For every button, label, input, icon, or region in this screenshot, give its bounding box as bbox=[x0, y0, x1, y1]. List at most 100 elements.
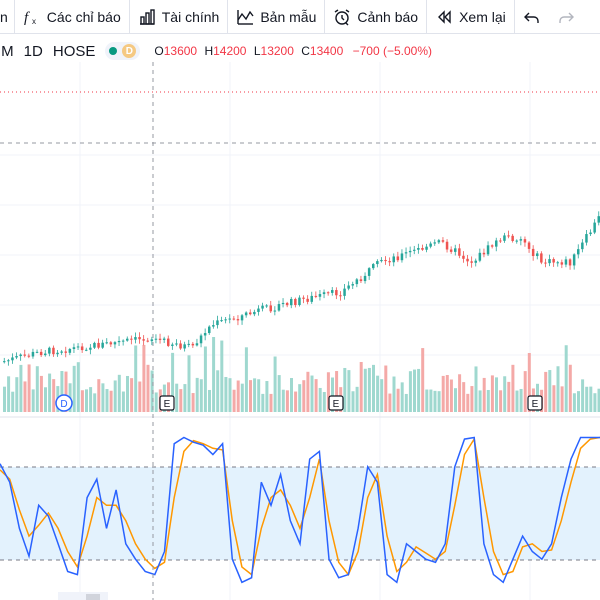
volume-bar bbox=[589, 386, 593, 412]
candle-body bbox=[470, 261, 473, 263]
candle-body bbox=[7, 360, 10, 362]
candle-body bbox=[236, 319, 240, 321]
candle-body bbox=[548, 259, 551, 264]
candle-body bbox=[376, 261, 379, 265]
market-status-pill[interactable]: D bbox=[105, 42, 141, 60]
marker-letter: D bbox=[60, 399, 67, 410]
volume-bar bbox=[265, 381, 269, 412]
candle-body bbox=[441, 240, 445, 242]
volume-bar bbox=[76, 362, 80, 412]
candle-body bbox=[429, 243, 432, 247]
replay-button[interactable]: Xem lại bbox=[427, 0, 514, 34]
volume-bar bbox=[376, 375, 380, 412]
candle-body bbox=[191, 343, 195, 346]
candle-body bbox=[3, 361, 6, 363]
candle-body bbox=[171, 344, 174, 346]
volume-bar bbox=[462, 382, 466, 412]
candle-body bbox=[400, 253, 404, 261]
symbol-search-button-cut[interactable]: n bbox=[0, 0, 14, 34]
redo-button[interactable] bbox=[553, 0, 585, 34]
candle-body bbox=[339, 295, 342, 297]
volume-bar bbox=[183, 384, 187, 412]
volume-bar bbox=[23, 381, 27, 412]
candle-body bbox=[560, 262, 564, 265]
volume-bar bbox=[232, 389, 236, 412]
volume-bar bbox=[372, 364, 375, 412]
candle-body bbox=[150, 339, 154, 342]
financials-label: Tài chính bbox=[161, 8, 220, 25]
volume-bar bbox=[306, 371, 310, 412]
financials-button[interactable]: Tài chính bbox=[130, 0, 228, 34]
volume-bar bbox=[187, 355, 191, 412]
candle-body bbox=[474, 260, 477, 263]
open-key: O bbox=[154, 44, 164, 58]
volume-bar bbox=[93, 393, 97, 412]
candle-body bbox=[244, 312, 248, 316]
earnings-marker[interactable]: E bbox=[527, 395, 543, 411]
volume-bar bbox=[425, 389, 429, 412]
candle-body bbox=[105, 342, 108, 344]
alerts-button[interactable]: Cảnh báo bbox=[325, 0, 426, 34]
volume-bars bbox=[3, 337, 600, 412]
volume-bar bbox=[408, 371, 412, 412]
earnings-marker[interactable]: E bbox=[159, 395, 175, 411]
volume-bar bbox=[27, 364, 31, 412]
dividend-marker[interactable]: D bbox=[55, 394, 73, 412]
toolbar-divider bbox=[227, 0, 229, 34]
candle-body bbox=[519, 239, 523, 241]
volume-bar bbox=[179, 389, 183, 412]
symbol-name[interactable]: IM bbox=[0, 42, 14, 60]
interval-label[interactable]: 1D bbox=[23, 42, 43, 60]
candle-body bbox=[44, 353, 47, 356]
volume-bar bbox=[577, 391, 580, 412]
volume-bar bbox=[240, 383, 244, 412]
undo-button[interactable] bbox=[515, 0, 553, 34]
volume-bar bbox=[437, 391, 441, 412]
volume-bar bbox=[347, 370, 351, 412]
earnings-marker[interactable]: E bbox=[328, 395, 344, 411]
candle-body bbox=[302, 297, 305, 299]
candle-body bbox=[15, 356, 18, 358]
volume-bar bbox=[273, 356, 277, 412]
volume-bar bbox=[544, 371, 548, 412]
candle-body bbox=[326, 292, 330, 294]
candle-body bbox=[384, 259, 387, 262]
volume-bar bbox=[199, 379, 203, 412]
candle-body bbox=[117, 340, 121, 343]
undo-icon bbox=[523, 8, 541, 26]
candle-body bbox=[503, 235, 506, 241]
volume-bar bbox=[175, 383, 179, 412]
volume-bar bbox=[203, 346, 207, 412]
high-key: H bbox=[204, 44, 214, 58]
candle-body bbox=[380, 259, 383, 262]
candle-body bbox=[68, 349, 72, 353]
volume-bar bbox=[249, 380, 252, 412]
candle-body bbox=[318, 294, 322, 297]
delayed-badge: D bbox=[122, 44, 137, 58]
candle-body bbox=[355, 279, 359, 285]
volume-bar bbox=[384, 365, 388, 412]
toolbar-divider bbox=[128, 0, 130, 34]
volume-bar bbox=[261, 393, 265, 412]
volume-bar bbox=[417, 368, 421, 412]
candle-body bbox=[130, 338, 133, 340]
rewind-icon bbox=[435, 8, 453, 26]
volume-bar bbox=[191, 393, 195, 412]
volume-bar bbox=[314, 379, 318, 412]
candle-body bbox=[64, 351, 67, 353]
templates-button[interactable]: Bản mẫu bbox=[228, 0, 324, 34]
volume-bar bbox=[548, 370, 552, 412]
toolbar-divider bbox=[13, 0, 15, 34]
volume-bar bbox=[400, 382, 404, 412]
candle-body bbox=[199, 335, 203, 344]
volume-bar bbox=[556, 366, 560, 412]
candle-body bbox=[216, 320, 219, 326]
volume-bar bbox=[433, 390, 437, 412]
candle-body bbox=[154, 338, 158, 340]
volume-bar bbox=[380, 379, 384, 412]
candle-body bbox=[482, 252, 486, 255]
candle-body bbox=[203, 333, 207, 336]
volume-bar bbox=[318, 387, 322, 412]
